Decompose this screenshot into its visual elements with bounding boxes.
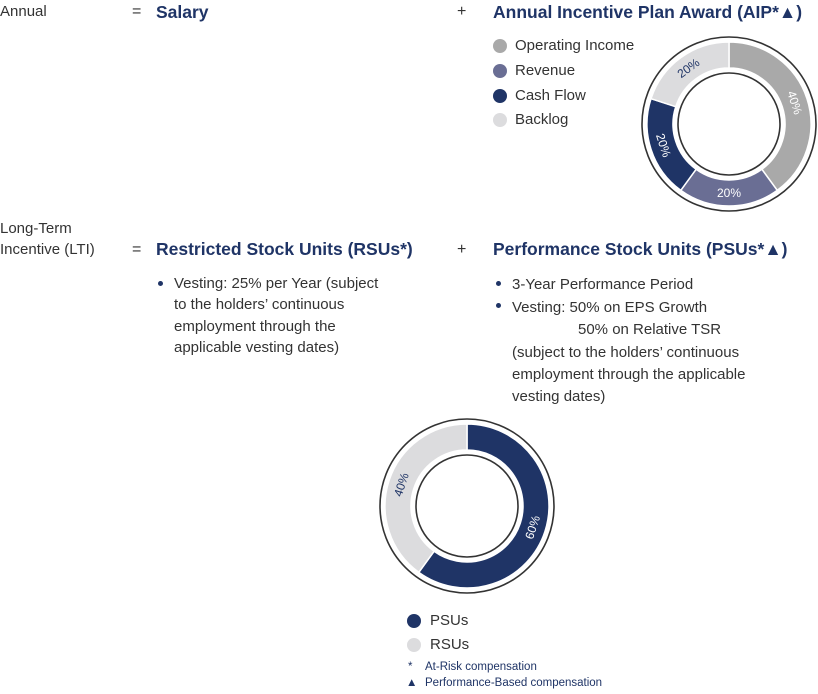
- lti-donut-slice-rsus: [384, 423, 468, 574]
- lti-row-label-line2: Incentive (LTI): [0, 241, 95, 258]
- legend-label-cash-flow: Cash Flow: [515, 87, 586, 104]
- psu-bullet-text-period: 3-Year Performance Period: [512, 276, 694, 293]
- legend-label-rsus: RSUs: [430, 636, 470, 653]
- legend-swatch-operating-income: [493, 39, 507, 53]
- psu-bullet-text-vesting-line1: Vesting: 50% on EPS Growth: [512, 299, 708, 316]
- footnote-text-at-risk: At-Risk compensation: [425, 661, 537, 673]
- footnote-text-performance-based: Performance-Based compensation: [425, 677, 603, 689]
- legend-swatch-revenue: [493, 64, 507, 78]
- rsu-bullet-text-line2: to the holders’ continuous: [174, 296, 345, 313]
- rsu-bullet-text-line4: applicable vesting dates): [174, 339, 340, 356]
- psu-bullet-marker: [496, 281, 501, 286]
- annual-equals-sign: =: [132, 3, 142, 20]
- psu-bullet-text-vesting-line4: employment through the applicable: [512, 366, 746, 383]
- aip-donut-slice-label-operating-income: 40%: [784, 89, 805, 116]
- aip-donut-slice-revenue: [679, 168, 779, 207]
- lti-donut-outer-ring: [379, 418, 555, 594]
- lti-plus-sign: +: [457, 241, 467, 258]
- salary-heading: Salary: [156, 2, 209, 22]
- legend-label-psus: PSUs: [430, 612, 469, 629]
- rsu-bullet-text-line3: employment through the: [174, 318, 336, 335]
- rsu-heading: Restricted Stock Units (RSUs*): [156, 239, 413, 259]
- lti-donut-slice-label-rsus: 40%: [391, 471, 412, 498]
- lti-donut-slice-psus: [417, 423, 550, 589]
- psu-bullet-text-vesting-line3: (subject to the holders’ continuous: [512, 344, 740, 361]
- lti-row-label-line1: Long-Term: [0, 220, 72, 237]
- rsu-bullet-text-line1: Vesting: 25% per Year (subject: [174, 275, 379, 292]
- lti-donut-slice-label-psus: 60%: [522, 513, 543, 540]
- legend-swatch-psus: [407, 614, 421, 628]
- psu-bullet-text-vesting-line5: vesting dates): [512, 388, 606, 405]
- aip-donut-outer-ring: [641, 36, 817, 212]
- aip-heading: Annual Incentive Plan Award (AIP*▲): [493, 2, 803, 22]
- legend-swatch-cash-flow: [493, 89, 507, 103]
- annual-plus-sign: +: [457, 3, 467, 20]
- aip-donut-slice-label-backlog: 20%: [675, 55, 703, 81]
- lti-equals-sign: =: [132, 241, 142, 258]
- footnote-symbol-asterisk: *: [408, 661, 413, 673]
- lti-donut-inner-ring: [415, 454, 519, 558]
- aip-donut-slice-cash-flow: [646, 97, 698, 192]
- psu-heading: Performance Stock Units (PSUs*▲): [493, 239, 788, 259]
- legend-label-operating-income: Operating Income: [515, 37, 635, 54]
- aip-donut-slice-label-cash-flow: 20%: [653, 132, 674, 159]
- psu-bullet-text-vesting-line2: 50% on Relative TSR: [578, 321, 722, 338]
- psu-bullet-marker: [496, 303, 501, 308]
- legend-label-revenue: Revenue: [515, 62, 576, 79]
- aip-donut-slice-backlog: [650, 41, 730, 108]
- aip-donut-slice-label-revenue: 20%: [717, 186, 741, 200]
- aip-donut-inner-ring: [677, 72, 781, 176]
- annual-row-label: Annual: [0, 3, 47, 20]
- legend-swatch-rsus: [407, 638, 421, 652]
- aip-donut-slice-operating-income: [728, 41, 812, 192]
- legend-label-backlog: Backlog: [515, 111, 569, 128]
- footnote-symbol-triangle: ▲: [406, 677, 418, 689]
- rsu-bullet-marker: [158, 281, 163, 286]
- legend-swatch-backlog: [493, 113, 507, 127]
